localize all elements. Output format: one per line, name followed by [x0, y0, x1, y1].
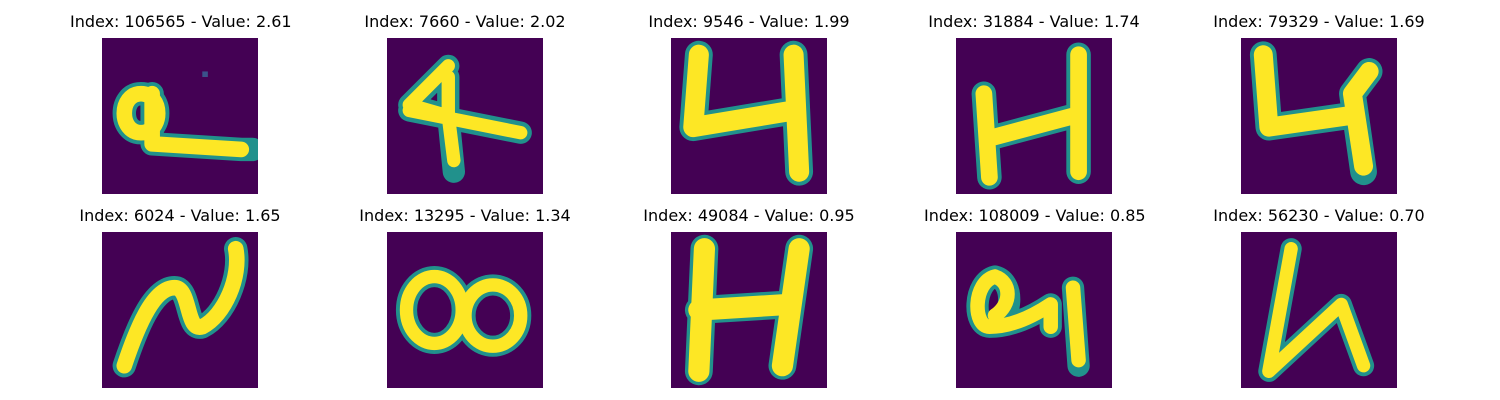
handwritten-glyph: [1249, 41, 1383, 186]
panel-7: Index: 13295 - Value: 1.34: [355, 208, 575, 398]
panel-title: Index: 56230 - Value: 0.70: [1213, 206, 1425, 225]
panel-title: Index: 6024 - Value: 1.65: [79, 206, 281, 225]
handwritten-glyph: [684, 234, 814, 386]
panel-title: Index: 49084 - Value: 0.95: [643, 206, 855, 225]
panel-title: Index: 31884 - Value: 1.74: [928, 12, 1140, 31]
panel-title: Index: 79329 - Value: 1.69: [1213, 12, 1425, 31]
glyph-image: [387, 38, 543, 194]
glyph-image: [1241, 38, 1397, 194]
panel-title: Index: 106565 - Value: 2.61: [70, 12, 292, 31]
panel-title: Index: 9546 - Value: 1.99: [648, 12, 850, 31]
glyph-image: [1241, 232, 1397, 388]
panel-6: Index: 6024 - Value: 1.65: [70, 208, 290, 398]
panel-2: Index: 7660 - Value: 2.02: [355, 14, 575, 204]
glyph-image: [671, 232, 827, 388]
panel-4: Index: 31884 - Value: 1.74: [924, 14, 1144, 204]
handwritten-glyph: [966, 265, 1090, 377]
panel-title: Index: 7660 - Value: 2.02: [364, 12, 566, 31]
handwritten-glyph: [395, 265, 532, 357]
handwritten-glyph: [971, 42, 1091, 190]
panel-5: Index: 79329 - Value: 1.69: [1209, 14, 1429, 204]
panel-3: Index: 9546 - Value: 1.99: [639, 14, 859, 204]
handwritten-glyph: [112, 237, 249, 378]
panel-9: Index: 108009 - Value: 0.85: [924, 206, 1146, 398]
handwritten-glyph: [1258, 238, 1375, 382]
panel-10: Index: 56230 - Value: 0.70: [1209, 208, 1429, 398]
handwritten-glyph: [112, 71, 258, 162]
glyph-image: [671, 38, 827, 194]
glyph-image: [956, 38, 1112, 194]
glyph-image: [387, 232, 543, 388]
glyph-image: [956, 232, 1112, 388]
handwritten-glyph: [398, 54, 532, 183]
handwritten-glyph: [679, 40, 814, 186]
panel-title: Index: 108009 - Value: 0.85: [924, 206, 1146, 225]
glyph-image: [102, 232, 258, 388]
glyph-image: [102, 38, 258, 194]
panel-8: Index: 49084 - Value: 0.95: [639, 208, 859, 398]
panel-title: Index: 13295 - Value: 1.34: [359, 206, 571, 225]
panel-1: Index: 106565 - Value: 2.61: [70, 12, 292, 204]
